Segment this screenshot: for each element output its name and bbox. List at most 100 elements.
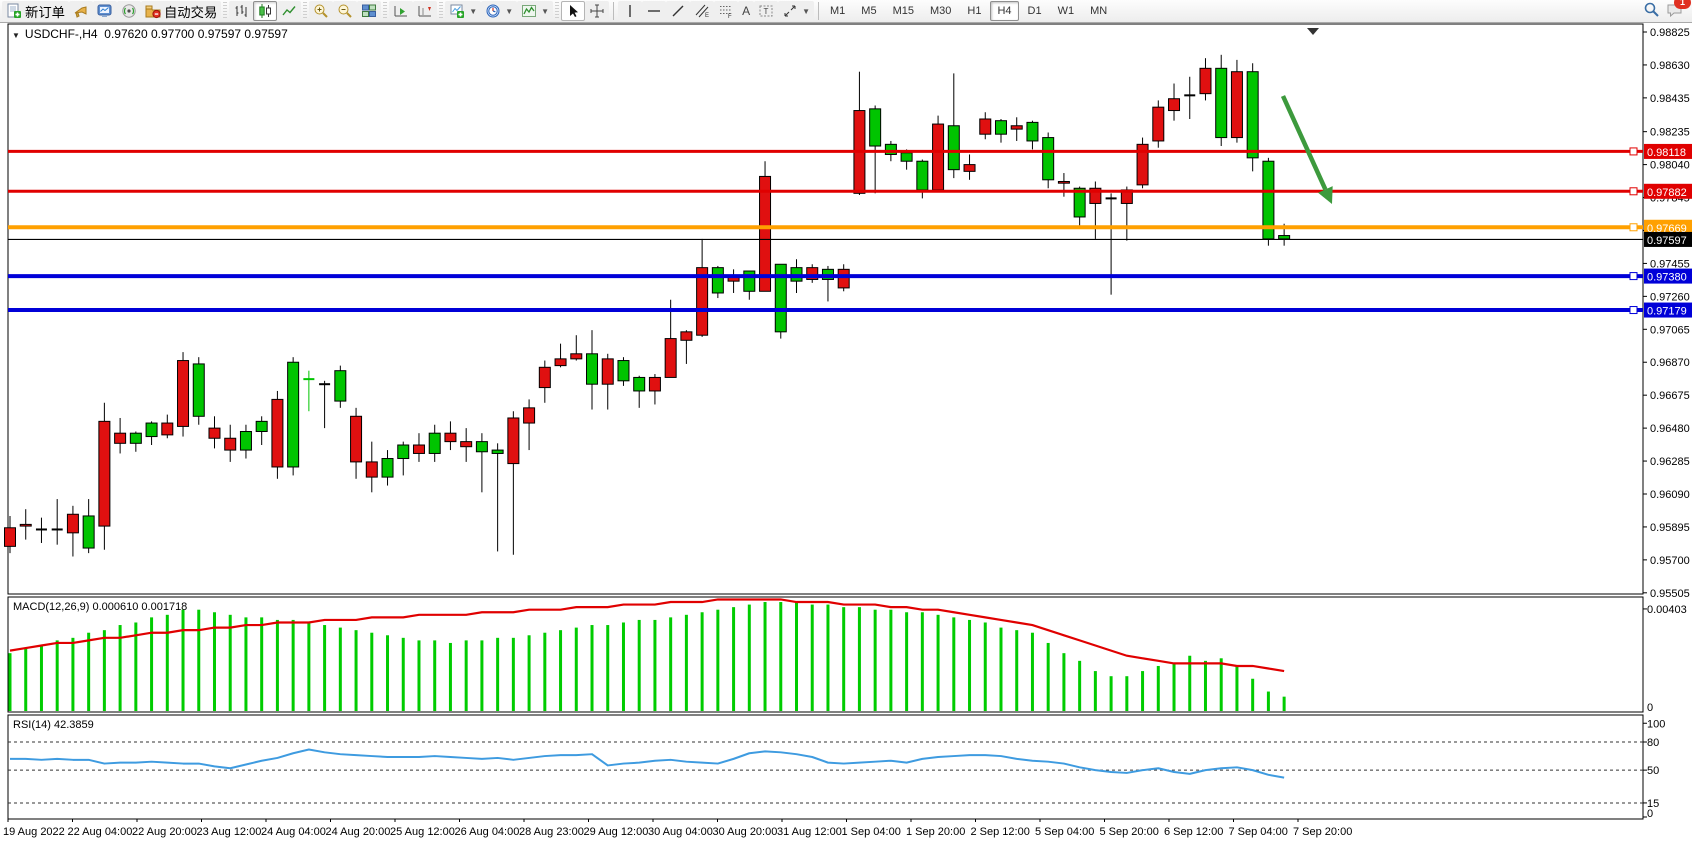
cursor-tool-button[interactable] [561,1,586,21]
line-anchor-handle[interactable] [1629,223,1638,232]
price-tick-label: 0.98435 [1650,93,1690,105]
indicators-icon [521,3,537,19]
candle-down [932,123,945,191]
candle-down [680,331,693,341]
zoom-in-button[interactable] [309,1,334,21]
candle-up [397,444,410,460]
line-anchor-handle[interactable] [1629,147,1638,156]
candle-up [82,515,95,549]
signals-button[interactable] [116,1,141,21]
time-tick-label: 5 Sep 04:00 [1035,826,1094,838]
auto-trading-icon [145,3,161,19]
timeframe-mn-button[interactable]: MN [1090,5,1108,17]
svg-text:T: T [764,7,769,16]
time-tick-label: 31 Aug 12:00 [777,826,842,838]
macd-panel[interactable] [7,596,1644,713]
periods-button[interactable]: ▼ [481,1,518,21]
chart-panels [7,23,1644,820]
new-order-button[interactable]: 新订单 [2,1,69,21]
text-label-tool-button[interactable]: T [754,1,779,21]
price-tag [1644,219,1692,235]
vertical-line-tool-button[interactable] [618,1,643,21]
chart-dropdown-triangle-icon[interactable]: ▼ [12,31,20,40]
trendline-tool-button[interactable] [666,1,691,21]
chevron-down-icon: ▼ [802,6,810,16]
timeframe-m15-button[interactable]: M15 [892,5,914,17]
timeframe-m5-button[interactable]: M5 [861,5,877,17]
indicators-button[interactable]: ▼ [517,1,554,21]
search-icon[interactable] [1643,1,1660,21]
fibonacci-tool-button[interactable]: F [714,1,739,21]
line-chart-mode-button[interactable] [277,1,302,21]
notifications-chat-icon[interactable]: 1 [1666,0,1691,21]
candle-up [381,458,394,478]
horizontal-lines-layer: 0.98118 0.97882 0.97669 0.97380 0.97179 0.975… [8,143,1692,318]
line-anchor-handle[interactable] [1629,187,1638,196]
notification-count-badge: 1 [1674,0,1691,9]
chevron-down-icon: ▼ [505,6,514,16]
new-chart-icon [449,3,465,19]
market-watch-button[interactable] [68,1,93,21]
rsi-axis-label: 80 [1647,737,1659,749]
candle-down [1152,106,1165,142]
timeframe-h4-button[interactable]: H4 [990,1,1019,21]
candle-down [538,366,551,389]
rsi-panel[interactable] [7,714,1644,820]
svg-text:F: F [728,14,732,19]
time-axis[interactable]: 19 Aug 2022 22 Aug 04:00 22 Aug 20:00 23 Au… [3,819,1352,838]
auto-scroll-button[interactable] [389,1,414,21]
candle-down [412,444,425,454]
time-tick-label: 7 Sep 04:00 [1229,826,1288,838]
channel-tool-button[interactable]: E [690,1,715,21]
candle-down [224,437,237,451]
vertical-line-icon [622,3,638,19]
candle-down [271,398,284,468]
candlestick-mode-button[interactable] [253,1,278,21]
candle-up [129,432,142,444]
timeframe-h1-button[interactable]: H1 [967,5,982,17]
new-chart-button[interactable]: ▼ [445,1,482,21]
timeframe-w1-button[interactable]: W1 [1057,5,1075,17]
tile-windows-button[interactable] [357,1,382,21]
candle-up [586,353,599,385]
bar-chart-mode-button[interactable] [229,1,254,21]
current-price-tag-label: 0.97597 [1647,235,1687,247]
macd-axis-min: 0 [1647,702,1653,714]
candle-down [66,513,79,534]
price-axis[interactable]: 0.98825 0.98630 0.98435 0.98235 0.98040 0.978… [1643,27,1690,600]
arrows-tool-button[interactable]: ▼ [778,1,814,21]
chart-shift-marker-icon[interactable] [1307,28,1319,35]
crosshair-icon [589,3,605,19]
line-anchor-handle[interactable] [1629,306,1638,315]
rsi-indicator-label: RSI(14) 42.3859 [13,719,94,731]
timeframe-d1-button[interactable]: D1 [1027,5,1042,17]
line-anchor-handle[interactable] [1629,272,1638,281]
horizontal-line-tool-button[interactable] [642,1,667,21]
candle-up [743,270,756,292]
candle-down [460,441,473,448]
price-tag-label: 0.98118 [1647,147,1686,159]
candle-up [1246,71,1259,159]
candle-up [884,143,897,155]
text-tool-button[interactable]: A [738,1,755,21]
candle-up [1042,137,1055,181]
candles-layer [4,54,1291,557]
rsi-axis-label: 50 [1647,765,1659,777]
price-tag [1644,302,1692,318]
candle-down [806,267,819,280]
time-tick-label: 24 Aug 20:00 [326,826,391,838]
candle-down [759,175,772,292]
rsi-axis-label: 0 [1647,808,1653,820]
timeframe-m1-button[interactable]: M1 [830,5,846,17]
candle-up [239,430,252,451]
zoom-out-button[interactable] [333,1,358,21]
charts-screen-button[interactable] [92,1,117,21]
candle-up [475,441,488,453]
chart-shift-button[interactable] [413,1,438,21]
timeframe-m30-button[interactable]: M30 [929,5,952,17]
trend-arrow-annotation[interactable] [1280,95,1333,204]
auto-trading-button[interactable]: 自动交易 [140,1,222,21]
price-tick-label: 0.97455 [1650,258,1690,270]
crosshair-tool-button[interactable] [585,1,610,21]
